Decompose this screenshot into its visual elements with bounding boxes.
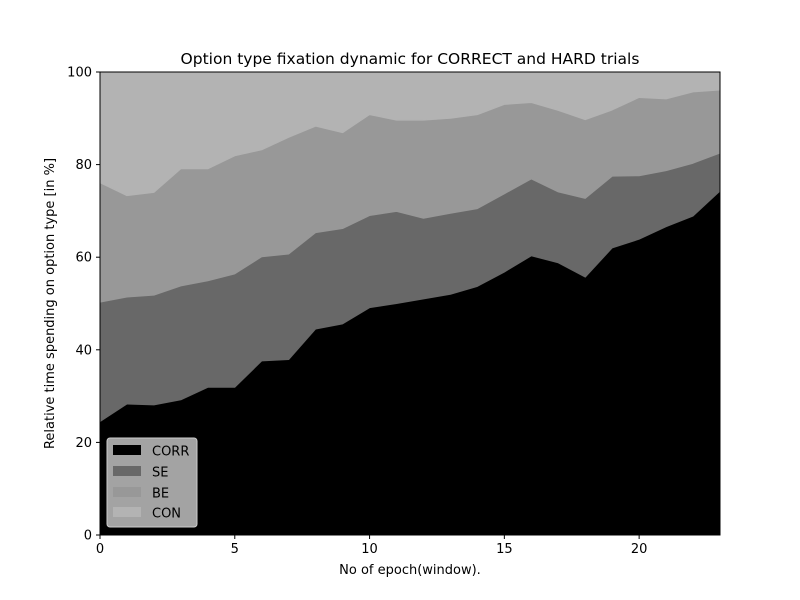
legend-swatch-corr	[113, 445, 141, 455]
legend-label-se: SE	[152, 466, 168, 481]
y-axis-ticks: 0 20 40 60 80 100	[67, 66, 100, 544]
x-tick-label: 15	[496, 542, 513, 557]
y-axis-label: Relative time spending on option type [i…	[43, 158, 58, 449]
legend-swatch-con	[113, 507, 141, 517]
y-tick-label: 100	[67, 66, 92, 81]
y-tick-label: 40	[75, 343, 92, 358]
x-axis-label: No of epoch(window).	[339, 563, 481, 578]
legend-label-be: BE	[152, 487, 169, 502]
legend: CORR SE BE CON	[106, 437, 198, 528]
y-tick-label: 60	[75, 251, 92, 266]
chart-title: Option type fixation dynamic for CORRECT…	[181, 50, 640, 68]
y-tick-label: 20	[75, 436, 92, 451]
legend-swatch-be	[113, 487, 141, 497]
x-tick-label: 5	[231, 542, 239, 557]
legend-box	[106, 437, 198, 528]
legend-swatch-se	[113, 466, 141, 476]
x-axis-ticks: 0 5 10 15 20	[96, 535, 648, 557]
areas-layer	[99, 71, 721, 536]
y-tick-label: 0	[84, 529, 92, 544]
x-tick-label: 10	[361, 542, 378, 557]
legend-label-corr: CORR	[152, 445, 189, 460]
x-tick-label: 20	[631, 542, 648, 557]
y-tick-label: 80	[75, 158, 92, 173]
legend-label-con: CON	[152, 507, 181, 522]
x-tick-label: 0	[96, 542, 104, 557]
plot-frame	[99, 71, 721, 536]
